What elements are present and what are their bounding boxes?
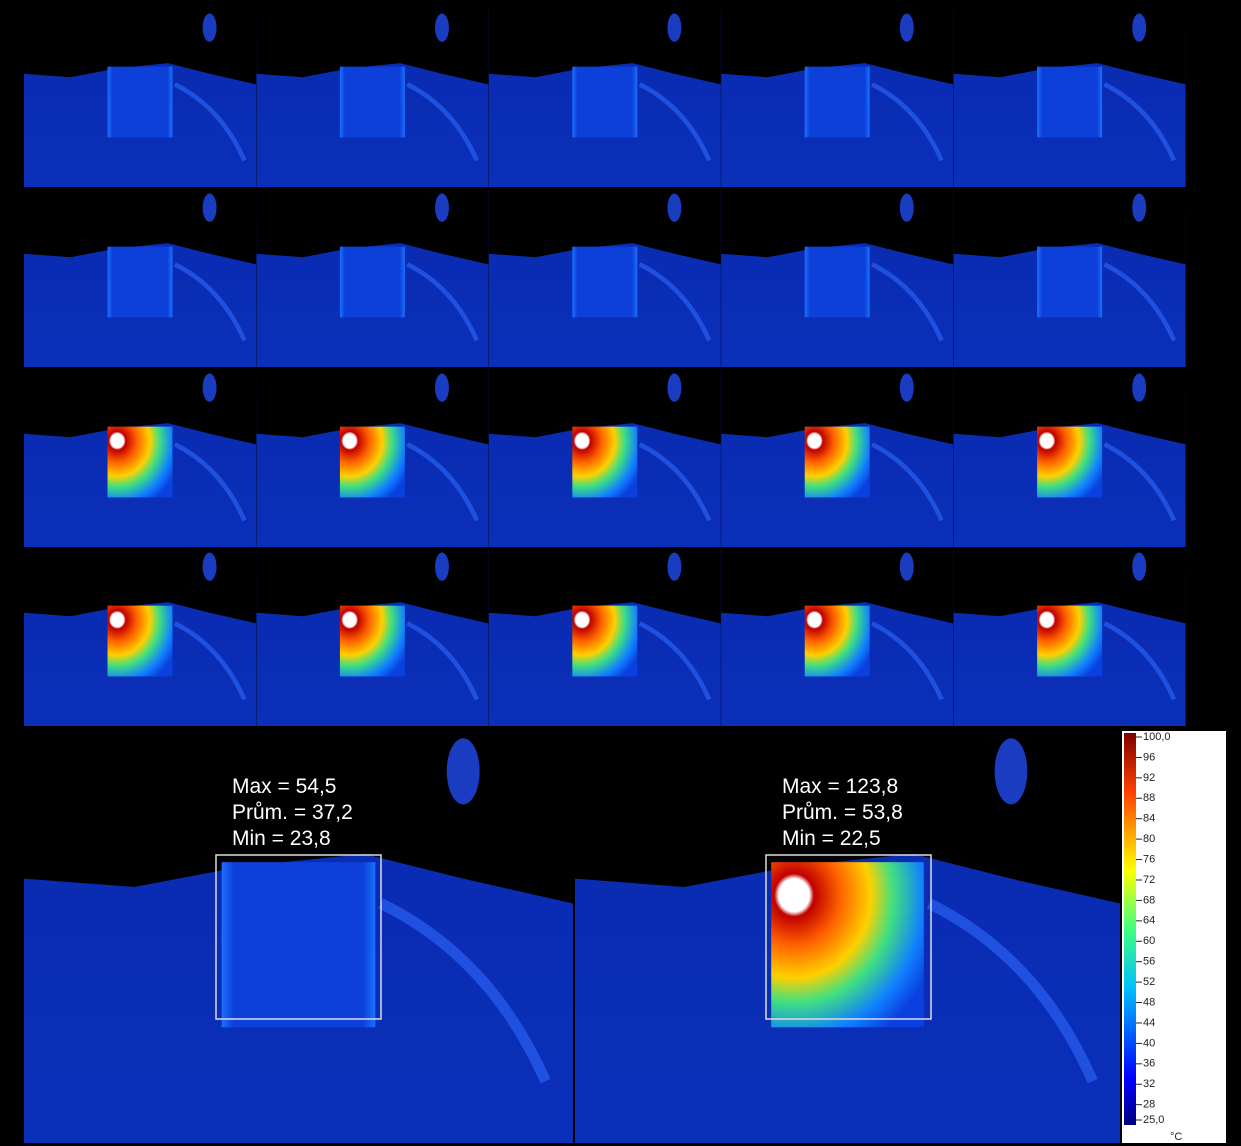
- sample-block: [340, 427, 405, 498]
- colorbar-tick-label: 60: [1143, 935, 1155, 947]
- roi-stat: Min = 22,5: [782, 827, 881, 850]
- thumbnail-grid: [24, 10, 1186, 726]
- nozzle: [900, 374, 914, 402]
- sample-block: [572, 247, 637, 318]
- colorbar-tick-label: 40: [1143, 1037, 1155, 1049]
- colorbar-tick-label: 72: [1143, 874, 1155, 886]
- colorbar-tick-label: 88: [1143, 792, 1155, 804]
- colorbar-tick-label: 76: [1143, 853, 1155, 865]
- nozzle: [667, 194, 681, 222]
- thermal-figure: Max = 54,5 Prům. = 37,2 Min = 23,8 Max = 12…: [0, 0, 1241, 1146]
- roi-stat: Prům. = 53,8: [782, 801, 903, 824]
- colorbar-tick-label: 28: [1143, 1099, 1155, 1111]
- sample-block: [340, 247, 405, 318]
- nozzle: [900, 14, 914, 42]
- sample-block: [1037, 427, 1102, 498]
- nozzle: [203, 374, 217, 402]
- colorbar-tick-label: 52: [1143, 976, 1155, 988]
- sample-block: [1037, 67, 1102, 138]
- sample-block: [108, 67, 173, 138]
- colorbar-tick-label: 68: [1143, 894, 1155, 906]
- large-images: Max = 54,5 Prům. = 37,2 Min = 23,8 Max = 12…: [24, 730, 1120, 1143]
- nozzle: [1132, 553, 1146, 581]
- colorbar-tick-label: 44: [1143, 1017, 1155, 1029]
- nozzle: [667, 374, 681, 402]
- sample-block: [572, 606, 637, 677]
- colorbar-tick-label: 64: [1143, 915, 1155, 927]
- roi-stat: Max = 54,5: [232, 775, 336, 798]
- nozzle: [435, 194, 449, 222]
- colorbar-tick-label: 32: [1143, 1078, 1155, 1090]
- sample-block: [572, 67, 637, 138]
- nozzle: [447, 738, 480, 804]
- sample-block: [805, 247, 870, 318]
- colorbar-tick-label: 100,0: [1143, 731, 1171, 743]
- nozzle: [435, 14, 449, 42]
- sample-block: [340, 67, 405, 138]
- nozzle: [435, 374, 449, 402]
- sample-block: [805, 427, 870, 498]
- colorbar-tick-label: 96: [1143, 751, 1155, 763]
- sample-block: [771, 862, 924, 1027]
- sample-block: [1037, 247, 1102, 318]
- colorbar-tick-label: 56: [1143, 956, 1155, 968]
- nozzle: [667, 553, 681, 581]
- nozzle: [203, 14, 217, 42]
- nozzle: [900, 194, 914, 222]
- roi-stat: Prům. = 37,2: [232, 801, 353, 824]
- nozzle: [900, 553, 914, 581]
- colorbar-tick-label: 25,0: [1143, 1114, 1164, 1126]
- nozzle: [203, 553, 217, 581]
- colorbar-tick-label: 92: [1143, 772, 1155, 784]
- nozzle: [1132, 194, 1146, 222]
- colorbar-panel: [1122, 731, 1226, 1143]
- nozzle: [435, 553, 449, 581]
- colorbar-tick-label: 80: [1143, 833, 1155, 845]
- sample-block: [1037, 606, 1102, 677]
- sample-block: [572, 427, 637, 498]
- sample-block: [805, 67, 870, 138]
- colorbar-tick-label: 48: [1143, 996, 1155, 1008]
- colorbar-unit: °C: [1170, 1131, 1182, 1143]
- nozzle: [1132, 374, 1146, 402]
- colorbar-gradient: [1124, 733, 1136, 1125]
- sample-block: [340, 606, 405, 677]
- colorbar-tick-label: 36: [1143, 1058, 1155, 1070]
- sample-block: [108, 427, 173, 498]
- nozzle: [995, 738, 1028, 804]
- colorbar-tick-label: 84: [1143, 813, 1155, 825]
- nozzle: [1132, 14, 1146, 42]
- nozzle: [667, 14, 681, 42]
- sample-block: [805, 606, 870, 677]
- sample-block: [222, 862, 376, 1027]
- roi-stat: Max = 123,8: [782, 775, 898, 798]
- roi-stat: Min = 23,8: [232, 827, 331, 850]
- sample-block: [108, 247, 173, 318]
- sample-block: [108, 606, 173, 677]
- nozzle: [203, 194, 217, 222]
